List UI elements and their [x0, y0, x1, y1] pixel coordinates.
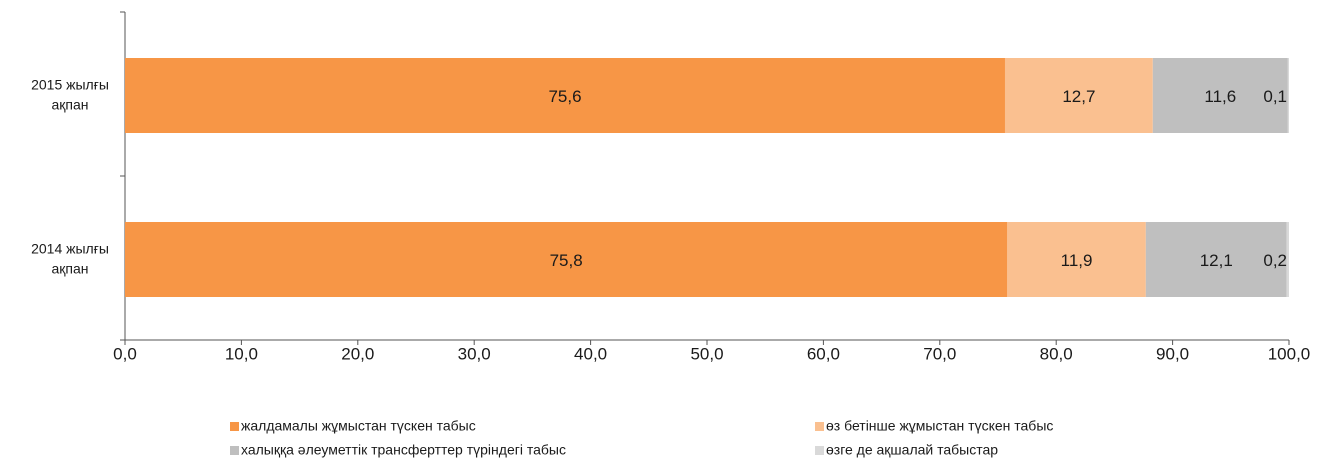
bar-segment: [1004, 58, 1153, 133]
legend-label: халыққа әлеуметтік трансферттер түріндег…: [241, 442, 566, 458]
y-tick-label-line: ақпан: [51, 260, 88, 276]
value-label: 12,7: [1062, 87, 1095, 106]
legend-swatch: [230, 422, 239, 431]
value-label: 12,1: [1200, 251, 1233, 270]
x-tick-label: 50,0: [690, 344, 723, 363]
bar-segment: [1145, 222, 1287, 297]
legend-label: өзге де ақшалай табыстар: [826, 442, 998, 458]
legend-swatch: [815, 446, 824, 455]
x-tick-label: 90,0: [1156, 344, 1189, 363]
bar-segment: [1007, 222, 1146, 297]
x-tick-label: 80,0: [1040, 344, 1073, 363]
value-label: 0,2: [1263, 251, 1287, 270]
bar-segment: [1152, 58, 1288, 133]
y-tick-label-line: ақпан: [51, 96, 88, 112]
value-label: 0,1: [1263, 87, 1287, 106]
bar-segment: [1286, 222, 1289, 297]
y-tick-label-line: 2015 жылғы: [31, 76, 109, 92]
legend-swatch: [230, 446, 239, 455]
value-label: 75,6: [548, 87, 581, 106]
x-tick-label: 70,0: [923, 344, 956, 363]
y-tick-label-line: 2014 жылғы: [31, 240, 109, 256]
bar-segment: [125, 58, 1005, 133]
x-tick-label: 100,0: [1268, 344, 1311, 363]
x-tick-label: 40,0: [574, 344, 607, 363]
y-tick-label: 2015 жылғы ақпан: [31, 76, 109, 112]
value-label: 11,6: [1204, 87, 1236, 106]
x-tick-label: 10,0: [225, 344, 258, 363]
y-tick-label: 2014 жылғы ақпан: [31, 240, 109, 276]
bar-segment: [1287, 58, 1289, 133]
x-tick-label: 0,0: [113, 344, 137, 363]
x-tick-label: 30,0: [458, 344, 491, 363]
x-tick-label: 20,0: [341, 344, 374, 363]
legend-label: жалдамалы жұмыстан түскен табыс: [241, 418, 476, 434]
x-tick-label: 60,0: [807, 344, 840, 363]
value-label: 11,9: [1061, 251, 1093, 270]
bar-segment: [125, 222, 1008, 297]
legend-swatch: [815, 422, 824, 431]
value-label: 75,8: [550, 251, 583, 270]
legend-label: өз бетінше жұмыстан түскен табыс: [826, 418, 1053, 434]
